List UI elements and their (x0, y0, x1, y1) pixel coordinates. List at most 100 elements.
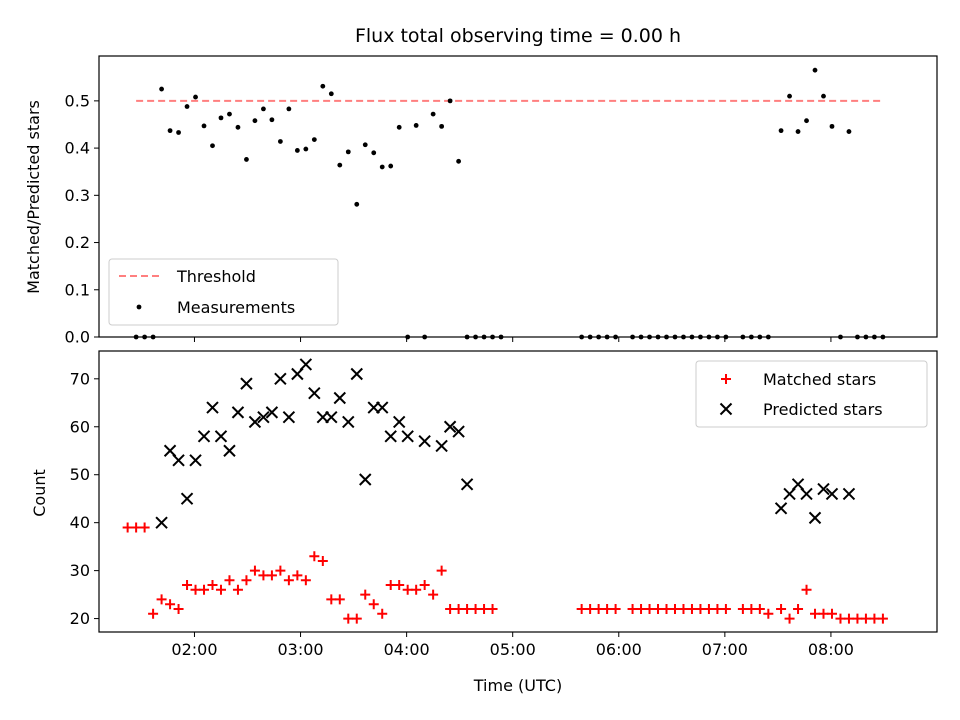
predicted-star-point (155, 516, 168, 529)
measurement-point (812, 67, 818, 73)
predicted-star-point (825, 487, 839, 501)
matched-star-point (360, 589, 371, 600)
matched-star-point (122, 522, 133, 533)
bottom-y-axis-label: Count (30, 469, 49, 517)
measurement-point (430, 111, 436, 117)
predicted-star-point (189, 454, 202, 467)
matched-star-point (754, 603, 765, 614)
top-y-axis-label: Matched/Predicted stars (24, 100, 43, 294)
predicted-star-point (265, 406, 279, 419)
matched-star-point (402, 584, 413, 595)
top-y-tick-label: 0.0 (65, 328, 90, 347)
matched-star-point (852, 613, 863, 624)
bottom-y-tick-label: 60 (70, 417, 90, 436)
predicted-star-point (299, 358, 313, 371)
predicted-star-point (460, 478, 474, 491)
predicted-legend-swatch (719, 402, 733, 416)
predicted-star-point (248, 415, 262, 429)
matched-star-point (869, 613, 880, 624)
matched-star-point (818, 608, 829, 619)
bottom-y-tick-label: 50 (70, 465, 90, 484)
measurement-point (176, 130, 181, 135)
matched-star-point (343, 613, 354, 624)
measurement-point (345, 149, 351, 155)
matched-star-point (695, 603, 706, 614)
matched-star-point (232, 584, 243, 595)
matched-star-point (686, 603, 697, 614)
top-legend-box (108, 258, 339, 326)
matched-star-point (394, 580, 405, 591)
measurement-point (413, 123, 419, 128)
predicted-star-point (308, 386, 321, 400)
matched-star-point (368, 599, 379, 610)
predicted-star-point (325, 410, 338, 424)
matched-star-point (826, 608, 837, 619)
matched-star-point (419, 580, 430, 591)
matched-star-point (309, 551, 320, 562)
predicted-star-point (214, 430, 228, 443)
bottom-y-tick-label: 20 (70, 609, 90, 628)
measurement-point (379, 164, 385, 170)
matched-star-point (224, 575, 235, 586)
matched-star-point (593, 603, 604, 614)
measurement-point (167, 128, 173, 134)
predicted-star-point (282, 410, 296, 424)
measurement-point (227, 111, 232, 117)
bottom-y-tick-label: 30 (70, 561, 90, 580)
bottom-x-tick-label: 07:00 (702, 640, 748, 659)
matched-star-point (479, 603, 490, 614)
predicted-star-point (350, 367, 363, 381)
bottom-x-tick-label: 02:00 (171, 640, 217, 659)
matched-star-point (720, 603, 731, 614)
measurement-point (456, 158, 461, 164)
bottom-x-tick-label: 06:00 (596, 640, 642, 659)
matched-star-point (326, 594, 337, 605)
predicted-legend-label: Predicted stars (763, 400, 883, 419)
bottom-legend-box (695, 360, 928, 428)
measurement-point (328, 91, 334, 97)
matched-star-point (182, 580, 193, 591)
matched-star-point (173, 603, 184, 614)
predicted-star-point (401, 430, 414, 443)
matched-star-point (377, 608, 388, 619)
predicted-star-point (240, 377, 253, 390)
measurement-point (261, 106, 266, 112)
matched-star-point (385, 580, 396, 591)
threshold-legend-label: Threshold (176, 267, 256, 286)
matched-star-point (334, 594, 345, 605)
matched-star-point (462, 603, 473, 614)
matched-star-point (644, 603, 655, 614)
matched-star-point (661, 603, 672, 614)
measurement-point (396, 124, 402, 130)
matched-star-point (411, 584, 422, 595)
matched-star-point (576, 603, 587, 614)
measurement-point (804, 118, 809, 124)
measurement-point (277, 139, 283, 144)
matched-star-point (148, 608, 159, 619)
matched-star-point (249, 565, 260, 576)
matched-star-point (139, 522, 150, 533)
matched-star-point (165, 599, 176, 610)
measurement-point (371, 150, 377, 156)
measurement-point (286, 106, 292, 112)
bottom-axes-frame (98, 350, 938, 633)
matched-star-point (292, 570, 303, 581)
matched-star-point (636, 603, 647, 614)
measurements-legend-swatch (136, 304, 142, 310)
matched-star-point (351, 613, 362, 624)
matched-star-point (860, 613, 871, 624)
predicted-star-point (443, 420, 457, 433)
measurement-point (210, 143, 215, 149)
top-y-tick-label: 0.3 (65, 186, 90, 205)
measurement-point (787, 93, 792, 99)
matched-star-point (275, 565, 286, 576)
matched-star-point (300, 575, 311, 586)
top-panel: 0.0 0.1 0.2 0.3 0.4 0.5 Matched/Predicted sta… (24, 55, 938, 347)
measurement-point (184, 104, 190, 109)
bottom-x-tick-label: 04:00 (384, 640, 430, 659)
bottom-y-tick-label: 40 (70, 513, 90, 532)
top-y-tick-label: 0.1 (65, 280, 90, 299)
matched-legend-swatch (721, 374, 731, 384)
bottom-x-tick-label: 08:00 (808, 640, 854, 659)
measurement-point (193, 94, 198, 100)
